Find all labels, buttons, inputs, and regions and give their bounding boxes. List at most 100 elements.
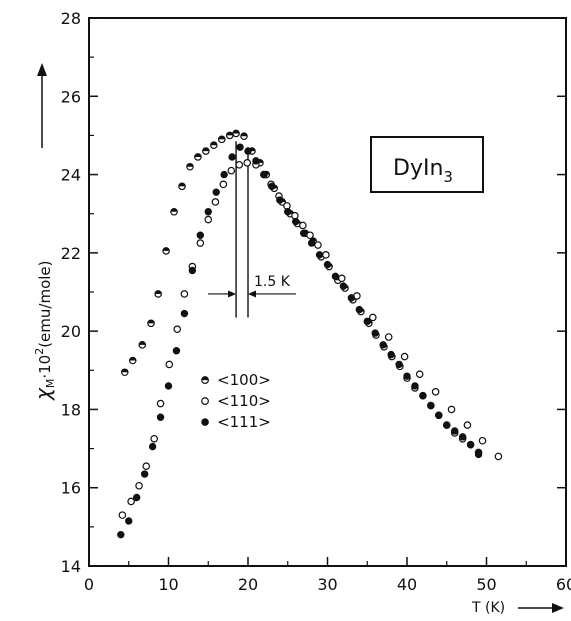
data-point bbox=[458, 433, 467, 441]
data-point bbox=[463, 421, 472, 429]
legend-label: <100> bbox=[217, 371, 271, 389]
data-point bbox=[363, 317, 371, 326]
y-axis-arrow bbox=[37, 63, 47, 148]
data-point bbox=[403, 372, 411, 380]
data-point bbox=[371, 329, 379, 337]
data-point bbox=[268, 182, 276, 191]
data-point bbox=[228, 153, 236, 161]
data-point bbox=[211, 198, 220, 206]
data-point bbox=[170, 207, 178, 216]
legend-marker bbox=[201, 376, 209, 384]
y-tick-label: 20 bbox=[61, 322, 81, 341]
data-point bbox=[125, 517, 133, 525]
y-label-units: (emu/mole) bbox=[36, 261, 54, 348]
y-label-subscript: M bbox=[44, 379, 57, 389]
data-point bbox=[315, 251, 324, 259]
data-point bbox=[276, 196, 284, 204]
data-point bbox=[435, 411, 443, 419]
data-point bbox=[284, 208, 292, 216]
data-point bbox=[156, 399, 165, 408]
data-point bbox=[299, 221, 307, 230]
data-point bbox=[186, 162, 194, 171]
data-point bbox=[196, 239, 205, 247]
data-point bbox=[400, 352, 409, 361]
y-tick-label: 28 bbox=[61, 9, 81, 28]
data-point bbox=[138, 341, 147, 349]
y-label-multiplier: ·10 bbox=[36, 355, 54, 379]
data-point bbox=[299, 229, 308, 237]
data-point bbox=[307, 239, 316, 247]
data-point bbox=[244, 147, 252, 155]
data-point bbox=[188, 266, 197, 275]
legend-label: <110> bbox=[217, 392, 271, 410]
data-point bbox=[165, 360, 174, 369]
inset-box-border bbox=[370, 136, 484, 193]
data-point bbox=[466, 440, 475, 449]
data-point bbox=[347, 294, 356, 302]
data-point bbox=[474, 450, 483, 459]
data-point bbox=[172, 347, 181, 355]
data-point bbox=[135, 481, 143, 490]
legend-marker bbox=[201, 418, 209, 426]
annotation-label: 1.5 K bbox=[254, 274, 291, 290]
y-tick-label: 18 bbox=[61, 400, 81, 419]
data-point bbox=[204, 208, 212, 216]
data-point bbox=[154, 290, 162, 298]
data-point bbox=[369, 313, 377, 322]
x-tick-label: 20 bbox=[238, 575, 258, 594]
data-point bbox=[240, 132, 248, 141]
data-point bbox=[236, 143, 244, 151]
legend-item: <111> bbox=[201, 413, 271, 431]
data-point bbox=[379, 341, 387, 349]
y-axis-arrow-head bbox=[37, 63, 47, 76]
data-point bbox=[243, 159, 252, 167]
data-point bbox=[314, 241, 322, 249]
data-point bbox=[140, 470, 149, 478]
data-point bbox=[395, 360, 403, 369]
legend: <100> <110> <111> bbox=[201, 371, 271, 431]
peak-shift-annotation: 1.5 K bbox=[208, 141, 296, 318]
y-tick-label: 14 bbox=[61, 557, 81, 576]
data-point bbox=[194, 153, 202, 161]
data-point bbox=[431, 388, 440, 396]
legend-item: <100> bbox=[201, 371, 271, 389]
data-point bbox=[180, 309, 189, 318]
legend-marker bbox=[201, 397, 209, 405]
data-point bbox=[384, 333, 393, 341]
data-point bbox=[291, 211, 299, 220]
y-axis-title: χM·102(emu/mole) bbox=[31, 261, 57, 402]
data-point bbox=[252, 157, 260, 165]
data-point bbox=[427, 401, 435, 410]
data-point bbox=[235, 160, 244, 169]
data-point bbox=[339, 282, 348, 290]
y-tick-label: 16 bbox=[61, 479, 81, 498]
data-point bbox=[220, 170, 228, 179]
inset-label-subscript: 3 bbox=[443, 168, 453, 186]
data-point bbox=[232, 129, 240, 138]
y-tick-label: 24 bbox=[61, 166, 81, 185]
data-point bbox=[128, 356, 137, 365]
data-point bbox=[212, 188, 220, 196]
inset-label: DyIn3 bbox=[393, 156, 453, 186]
data-point bbox=[292, 217, 300, 226]
axis-ticks bbox=[88, 17, 567, 567]
data-point bbox=[118, 511, 127, 519]
data-point bbox=[338, 274, 346, 283]
data-point bbox=[387, 350, 395, 359]
annotation-arrow-right-head bbox=[248, 290, 256, 298]
x-tick-label: 60 bbox=[556, 575, 571, 594]
x-axis-arrow-head bbox=[552, 603, 564, 613]
data-point bbox=[117, 530, 125, 539]
data-point bbox=[283, 202, 291, 210]
legend-label: <111> bbox=[217, 413, 271, 431]
data-point bbox=[148, 442, 157, 451]
data-series bbox=[117, 129, 503, 539]
data-point bbox=[204, 215, 213, 224]
data-point bbox=[210, 141, 218, 150]
data-point bbox=[331, 272, 340, 281]
data-point bbox=[173, 325, 182, 333]
x-tick-label: 10 bbox=[158, 575, 178, 594]
data-point bbox=[156, 413, 165, 421]
data-point bbox=[451, 427, 459, 435]
